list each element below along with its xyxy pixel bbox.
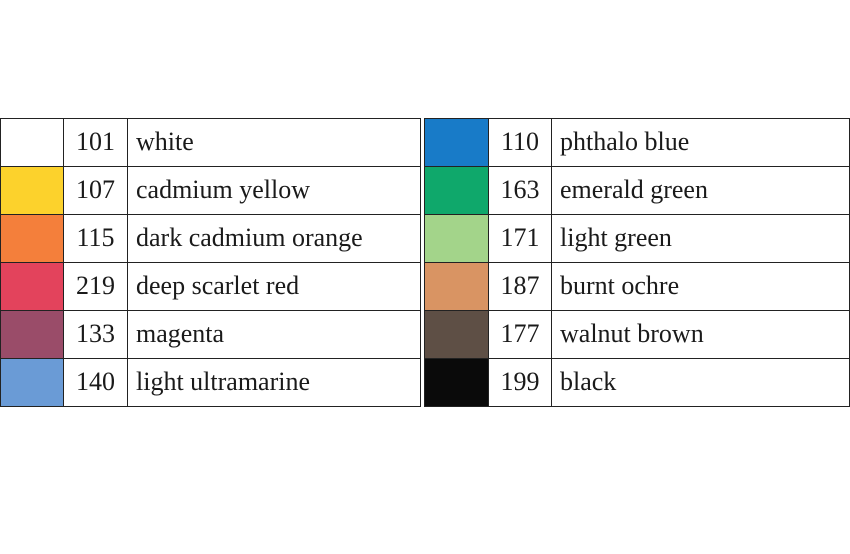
color-code: 219 xyxy=(63,262,128,311)
color-name: dark cadmium orange xyxy=(127,214,421,263)
color-code: 199 xyxy=(488,358,552,407)
color-code: 101 xyxy=(63,118,128,167)
color-name: light green xyxy=(551,214,850,263)
color-swatch xyxy=(424,310,489,359)
color-name: emerald green xyxy=(551,166,850,215)
color-name: deep scarlet red xyxy=(127,262,421,311)
color-swatch xyxy=(0,262,64,311)
color-code: 140 xyxy=(63,358,128,407)
color-name: light ultramarine xyxy=(127,358,421,407)
color-swatch xyxy=(424,118,489,167)
color-swatch xyxy=(424,358,489,407)
color-swatch xyxy=(0,214,64,263)
color-code: 107 xyxy=(63,166,128,215)
color-swatch xyxy=(424,262,489,311)
color-name: burnt ochre xyxy=(551,262,850,311)
color-swatch xyxy=(0,166,64,215)
color-swatch xyxy=(424,214,489,263)
color-code: 163 xyxy=(488,166,552,215)
color-swatch xyxy=(424,166,489,215)
color-code: 171 xyxy=(488,214,552,263)
color-name: black xyxy=(551,358,850,407)
color-swatch xyxy=(0,310,64,359)
color-code: 115 xyxy=(63,214,128,263)
color-swatch xyxy=(0,118,64,167)
color-name: cadmium yellow xyxy=(127,166,421,215)
color-name: phthalo blue xyxy=(551,118,850,167)
color-code: 187 xyxy=(488,262,552,311)
color-name: white xyxy=(127,118,421,167)
color-code: 110 xyxy=(488,118,552,167)
color-name: walnut brown xyxy=(551,310,850,359)
color-swatch xyxy=(0,358,64,407)
color-name: magenta xyxy=(127,310,421,359)
color-code: 133 xyxy=(63,310,128,359)
color-code: 177 xyxy=(488,310,552,359)
